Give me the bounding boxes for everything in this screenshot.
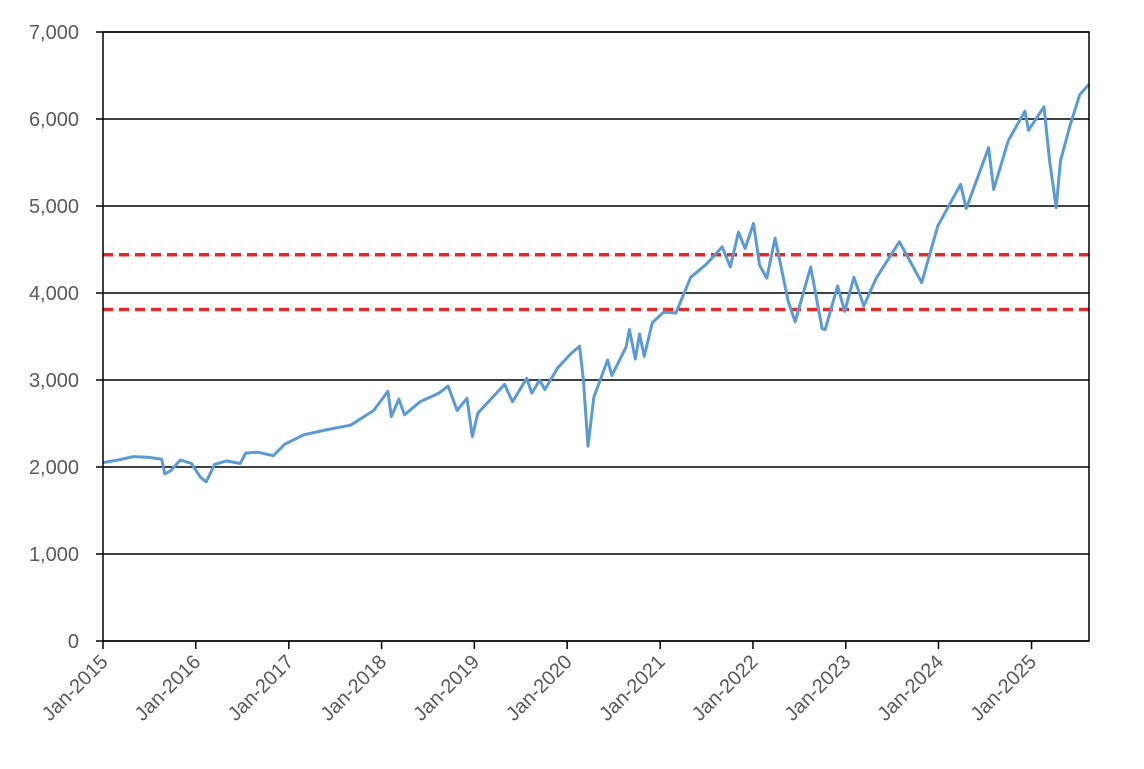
gridlines (103, 31, 1089, 642)
x-tick-label: Jan-2021 (595, 651, 670, 726)
y-tick-label: 5,000 (29, 196, 79, 218)
x-tick-label: Jan-2024 (874, 651, 949, 726)
series (102, 83, 1091, 484)
y-tick-label: 4,000 (29, 283, 79, 305)
x-tick-label: Jan-2022 (688, 651, 763, 726)
x-tick-label: Jan-2020 (502, 651, 577, 726)
y-tick-label: 2,000 (29, 457, 79, 479)
y-axis-ticks: 0 1,000 2,000 3,000 4,000 5,000 6,000 7,000 (29, 22, 103, 653)
x-tick-label: Jan-2018 (317, 651, 392, 726)
x-axis-ticks: Jan-2015 Jan-2016 Jan-2017 Jan-2018 Jan-2019… (38, 641, 1041, 726)
x-tick-label: Jan-2023 (781, 651, 856, 726)
y-tick-label: 3,000 (29, 370, 79, 392)
x-tick-label: Jan-2017 (224, 651, 299, 726)
series-line (102, 83, 1091, 484)
x-tick-label: Jan-2019 (409, 651, 484, 726)
reference-lines (103, 252, 1089, 312)
x-tick-label: Jan-2025 (967, 651, 1042, 726)
plot-frame (102, 31, 1090, 642)
y-tick-label: 6,000 (29, 109, 79, 131)
y-tick-label: 7,000 (29, 22, 79, 44)
x-tick-label: Jan-2016 (131, 651, 206, 726)
y-tick-label: 1,000 (29, 544, 79, 566)
y-tick-label: 0 (68, 631, 79, 653)
x-tick-label: Jan-2015 (38, 651, 113, 726)
